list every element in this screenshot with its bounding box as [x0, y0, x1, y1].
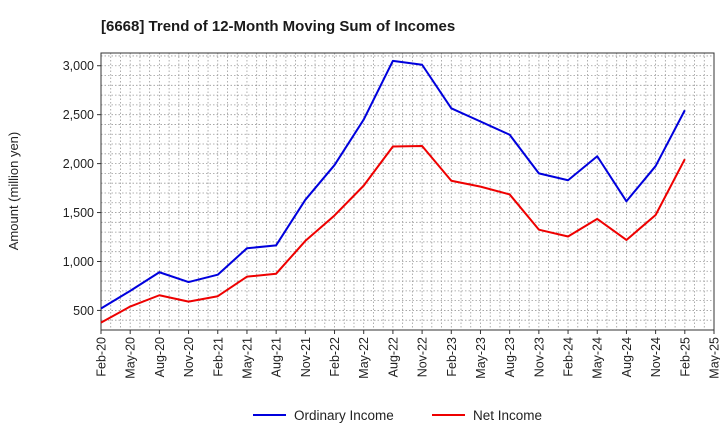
x-tick-label: Feb-25	[678, 337, 692, 377]
y-tick-label: 2,500	[63, 108, 94, 122]
x-tick-label: Feb-20	[95, 337, 109, 377]
x-tick-label: Nov-24	[649, 337, 663, 377]
net-income-line	[100, 144, 686, 324]
x-tick-label: May-21	[240, 337, 254, 379]
plot-frame	[100, 52, 715, 331]
legend-label: Ordinary Income	[294, 408, 394, 423]
x-tick-labels: Feb-20 May-20 Aug-20 Nov-20 Feb-21 May-21 Aug-…	[95, 330, 720, 379]
legend: Ordinary Income Net Income	[253, 408, 542, 423]
x-tick-label: Feb-23	[445, 337, 459, 377]
x-tick-label: Feb-21	[211, 337, 225, 377]
x-tick-label: May-24	[591, 337, 605, 379]
x-tick-label: Aug-24	[620, 337, 634, 377]
y-tick-label: 500	[73, 304, 94, 318]
x-tick-label: Nov-21	[299, 337, 313, 377]
x-tick-label: Aug-22	[386, 337, 400, 377]
x-tick-label: Nov-23	[532, 337, 546, 377]
axes	[100, 52, 715, 331]
y-tick-label: 2,000	[63, 157, 94, 171]
x-tick-label: May-22	[357, 337, 371, 379]
x-tick-label: Aug-20	[153, 337, 167, 377]
x-tick-label: May-20	[124, 337, 138, 379]
ordinary-income-line	[100, 59, 686, 310]
x-tick-label: May-25	[708, 337, 720, 379]
y-tick-labels: 500 1,000 1,500 2,000 2,500 3,000	[63, 59, 101, 318]
y-axis-label: Amount (million yen)	[6, 132, 21, 251]
series-lines	[100, 59, 686, 324]
x-tick-label: Feb-22	[328, 337, 342, 377]
legend-label: Net Income	[473, 408, 542, 423]
x-tick-label: May-23	[474, 337, 488, 379]
x-tick-label: Feb-24	[562, 337, 576, 377]
y-tick-label: 1,500	[63, 206, 94, 220]
chart-title: [6668] Trend of 12-Month Moving Sum of I…	[101, 18, 455, 35]
grid	[101, 53, 714, 330]
y-tick-label: 3,000	[63, 59, 94, 73]
x-tick-label: Aug-21	[270, 337, 284, 377]
x-tick-label: Nov-22	[416, 337, 430, 377]
x-tick-label: Aug-23	[503, 337, 517, 377]
x-tick-label: Nov-20	[182, 337, 196, 377]
y-tick-label: 1,000	[63, 255, 94, 269]
